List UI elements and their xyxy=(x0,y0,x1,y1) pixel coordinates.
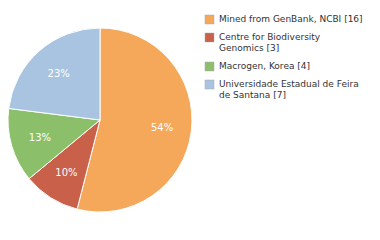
pie-slice xyxy=(8,108,100,178)
legend-swatch xyxy=(205,15,214,24)
data-label: 13% xyxy=(29,132,51,143)
data-label: 23% xyxy=(48,68,70,79)
chart: 54% 10% 13% 23% Mined from GenBank, NCBI [16… xyxy=(0,0,380,240)
legend-label: Mined from GenBank, NCBI [16] xyxy=(219,14,363,24)
legend-swatch xyxy=(205,80,214,89)
legend-swatch xyxy=(205,33,214,42)
data-label: 54% xyxy=(151,122,173,133)
legend-item: Centre for BiodiversityGenomics [3] xyxy=(205,32,321,53)
legend-item: Macrogen, Korea [4] xyxy=(205,61,310,71)
legend: Mined from GenBank, NCBI [16] Centre for … xyxy=(205,14,363,100)
legend-item: Universidade Estadual de Feirade Santana… xyxy=(205,79,359,100)
legend-label: Macrogen, Korea [4] xyxy=(219,61,310,71)
data-label: 10% xyxy=(55,167,77,178)
legend-swatch xyxy=(205,62,214,71)
pie-slice xyxy=(9,28,100,120)
pie xyxy=(8,28,192,212)
data-labels: 54% 10% 13% 23% xyxy=(29,68,173,179)
legend-label: Centre for BiodiversityGenomics [3] xyxy=(219,32,321,53)
legend-item: Mined from GenBank, NCBI [16] xyxy=(205,14,363,24)
legend-label: Universidade Estadual de Feirade Santana… xyxy=(219,79,359,100)
